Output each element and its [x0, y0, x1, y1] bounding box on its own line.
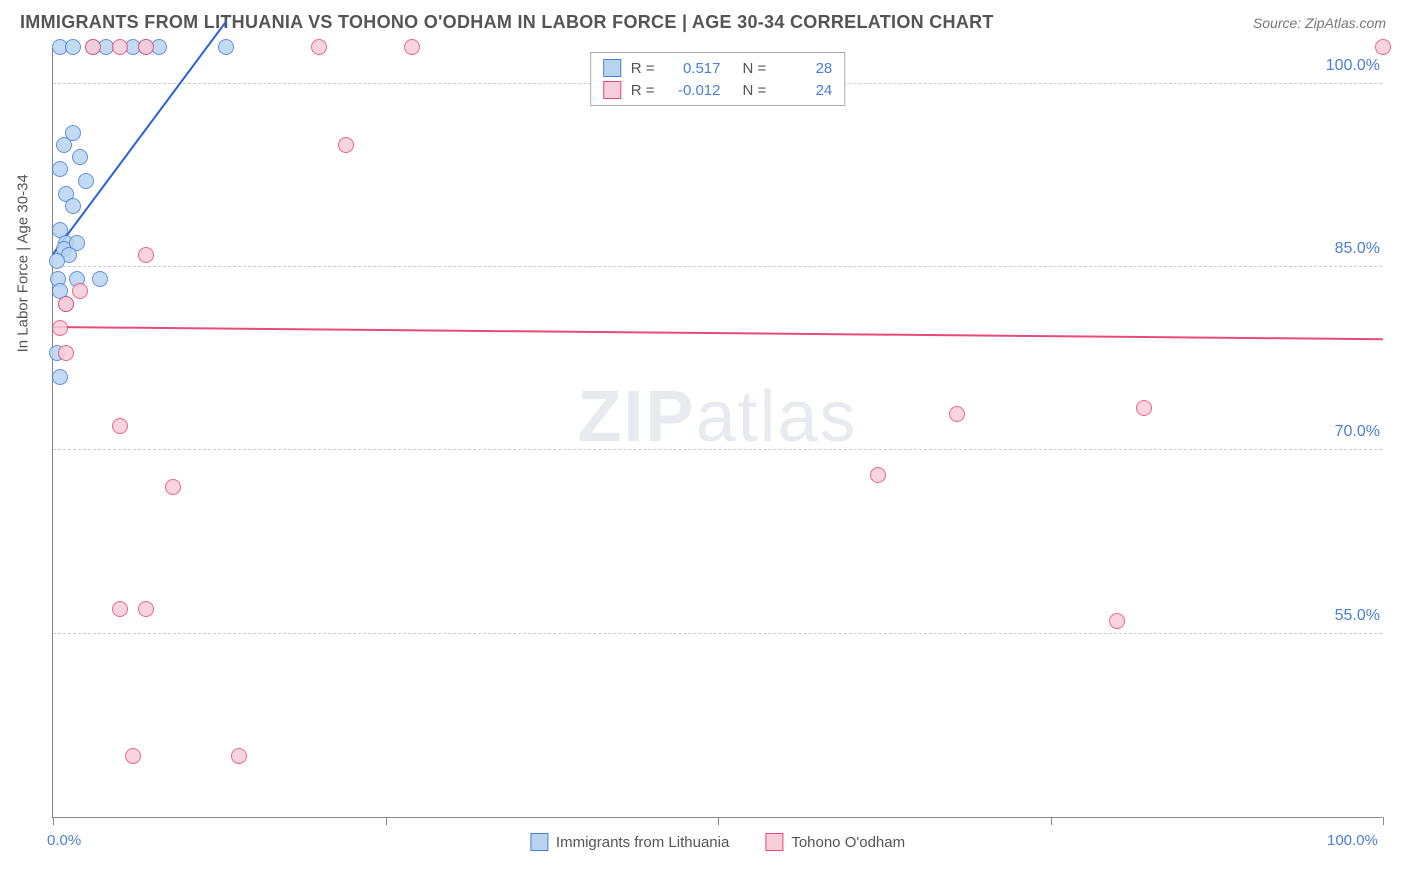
- data-point: [311, 39, 327, 55]
- data-point: [58, 345, 74, 361]
- x-tick-label: 100.0%: [1327, 832, 1378, 849]
- chart-title: IMMIGRANTS FROM LITHUANIA VS TOHONO O'OD…: [20, 12, 994, 33]
- x-tick: [386, 817, 387, 825]
- series-legend: Immigrants from Lithuania Tohono O'odham: [530, 833, 905, 851]
- y-tick-label: 100.0%: [1322, 57, 1384, 75]
- legend-swatch: [603, 59, 621, 77]
- source-label: Source: ZipAtlas.com: [1253, 15, 1386, 31]
- legend-r-value: -0.012: [665, 82, 721, 99]
- legend-n-label: N =: [743, 60, 767, 77]
- y-tick-label: 70.0%: [1331, 423, 1384, 441]
- data-point: [112, 39, 128, 55]
- x-tick: [1383, 817, 1384, 825]
- legend-label: Tohono O'odham: [791, 834, 905, 851]
- data-point: [85, 39, 101, 55]
- data-point: [52, 161, 68, 177]
- trend-line: [53, 326, 1383, 340]
- data-point: [78, 173, 94, 189]
- data-point: [165, 479, 181, 495]
- y-axis-label: In Labor Force | Age 30-34: [15, 174, 32, 352]
- data-point: [65, 39, 81, 55]
- data-point: [112, 418, 128, 434]
- legend-item: Immigrants from Lithuania: [530, 833, 729, 851]
- x-tick: [1051, 817, 1052, 825]
- data-point: [138, 247, 154, 263]
- legend-n-value: 28: [776, 60, 832, 77]
- legend-n-label: N =: [743, 82, 767, 99]
- data-point: [52, 320, 68, 336]
- legend-row: R = 0.517 N = 28: [603, 57, 833, 79]
- gridline: [53, 449, 1382, 450]
- x-tick-label: 0.0%: [47, 832, 81, 849]
- data-point: [65, 125, 81, 141]
- data-point: [1375, 39, 1391, 55]
- scatter-chart: In Labor Force | Age 30-34 ZIPatlas 55.0…: [52, 48, 1382, 818]
- data-point: [49, 253, 65, 269]
- x-tick: [718, 817, 719, 825]
- data-point: [870, 467, 886, 483]
- data-point: [58, 296, 74, 312]
- y-tick-label: 85.0%: [1331, 240, 1384, 258]
- data-point: [112, 601, 128, 617]
- data-point: [138, 39, 154, 55]
- y-tick-label: 55.0%: [1331, 607, 1384, 625]
- data-point: [218, 39, 234, 55]
- watermark: ZIPatlas: [577, 376, 857, 458]
- data-point: [1109, 613, 1125, 629]
- legend-swatch: [603, 81, 621, 99]
- legend-r-label: R =: [631, 82, 655, 99]
- data-point: [338, 137, 354, 153]
- data-point: [949, 406, 965, 422]
- gridline: [53, 266, 1382, 267]
- data-point: [231, 748, 247, 764]
- data-point: [1136, 400, 1152, 416]
- data-point: [52, 369, 68, 385]
- data-point: [65, 198, 81, 214]
- data-point: [72, 149, 88, 165]
- data-point: [138, 601, 154, 617]
- legend-swatch: [765, 833, 783, 851]
- legend-r-label: R =: [631, 60, 655, 77]
- x-tick: [53, 817, 54, 825]
- legend-swatch: [530, 833, 548, 851]
- legend-label: Immigrants from Lithuania: [556, 834, 729, 851]
- data-point: [125, 748, 141, 764]
- data-point: [92, 271, 108, 287]
- correlation-legend: R = 0.517 N = 28 R = -0.012 N = 24: [590, 52, 846, 106]
- legend-r-value: 0.517: [665, 60, 721, 77]
- legend-n-value: 24: [776, 82, 832, 99]
- data-point: [72, 283, 88, 299]
- legend-item: Tohono O'odham: [765, 833, 905, 851]
- legend-row: R = -0.012 N = 24: [603, 79, 833, 101]
- data-point: [404, 39, 420, 55]
- gridline: [53, 633, 1382, 634]
